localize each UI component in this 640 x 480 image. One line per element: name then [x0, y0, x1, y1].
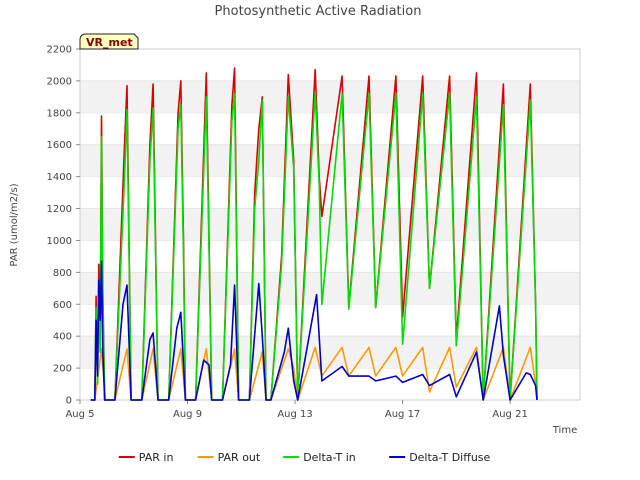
- chart-title: Photosynthetic Active Radiation: [215, 4, 422, 19]
- x-tick-label: Aug 17: [385, 409, 420, 420]
- site-badge-label: VR_met: [86, 36, 133, 49]
- y-tick-label: 1000: [47, 236, 72, 247]
- site-badge: VR_met: [79, 33, 139, 50]
- grid-band: [80, 80, 580, 113]
- y-tick-label: 600: [53, 300, 72, 311]
- y-tick-label: 1800: [47, 108, 72, 119]
- series-line-delta-t-diffuse: [90, 260, 538, 401]
- site-badge-background: [79, 33, 139, 50]
- y-tick-label: 0: [66, 396, 72, 407]
- y-axis-label: PAR (umol/m2/s): [9, 183, 20, 266]
- y-tick-label: 2000: [47, 76, 72, 87]
- grid-band: [80, 272, 580, 305]
- legend-label-par-in: PAR in: [139, 451, 174, 464]
- x-tick-label: Aug 21: [492, 409, 527, 420]
- y-tick-label: 1400: [47, 172, 72, 183]
- x-axis-ticks: Aug 5 Aug 9 Aug 13 Aug 17 Aug 21: [65, 400, 528, 420]
- y-axis-ticks: 0 200 400 600 800 1000 1200 1400 1600 1800 2000 220…: [47, 45, 80, 407]
- plot-area: [79, 48, 581, 401]
- x-tick-label: Aug 5: [65, 409, 94, 420]
- series-layer: [90, 67, 538, 401]
- legend: PAR in PAR out Delta-T in Delta-T Diffuse: [118, 451, 491, 464]
- y-tick-label: 1200: [47, 204, 72, 215]
- y-tick-label: 1600: [47, 140, 72, 151]
- x-axis-label: Time: [552, 425, 577, 436]
- legend-label-delta-t-in: Delta-T in: [303, 451, 356, 464]
- legend-label-par-out: PAR out: [218, 451, 261, 464]
- x-tick-label: Aug 13: [277, 409, 312, 420]
- y-tick-label: 400: [53, 332, 72, 343]
- legend-label-delta-t-diffuse: Delta-T Diffuse: [409, 451, 490, 464]
- y-tick-label: 200: [53, 364, 72, 375]
- x-tick-label: Aug 9: [173, 409, 202, 420]
- y-tick-label: 800: [53, 268, 72, 279]
- y-tick-label: 2200: [47, 45, 72, 56]
